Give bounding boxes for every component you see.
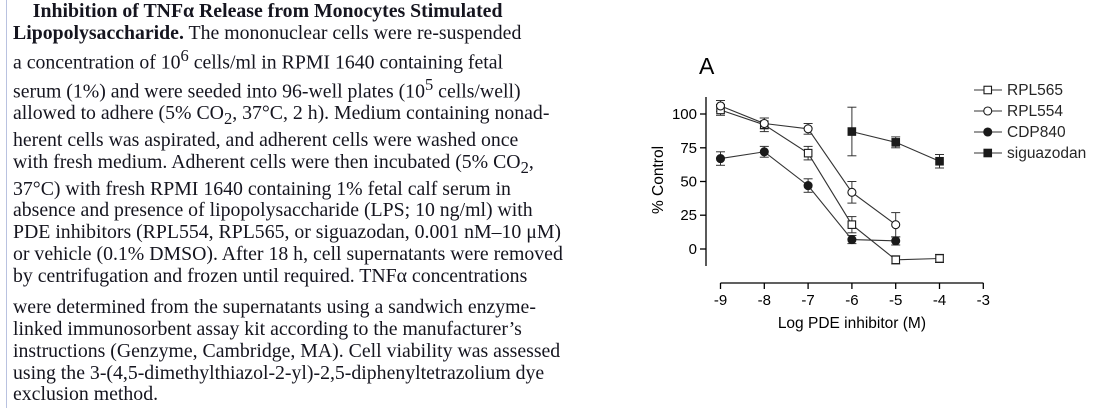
svg-text:-4: -4: [933, 292, 946, 309]
svg-text:-3: -3: [977, 292, 990, 309]
svg-text:RPL554: RPL554: [1007, 103, 1063, 120]
svg-text:-9: -9: [714, 292, 727, 309]
svg-text:100: 100: [672, 106, 697, 123]
svg-text:siguazodan: siguazodan: [1007, 145, 1086, 162]
svg-text:RPL565: RPL565: [1007, 82, 1063, 99]
svg-text:75: 75: [680, 140, 697, 157]
svg-text:-8: -8: [758, 292, 771, 309]
svg-text:50: 50: [680, 174, 697, 191]
svg-text:-7: -7: [801, 292, 814, 309]
svg-text:25: 25: [680, 207, 697, 224]
svg-text:A: A: [699, 53, 715, 79]
svg-text:-6: -6: [845, 292, 858, 309]
svg-text:-5: -5: [889, 292, 902, 309]
svg-text:CDP840: CDP840: [1007, 124, 1066, 141]
svg-text:% Control: % Control: [650, 146, 667, 214]
svg-text:0: 0: [689, 241, 697, 258]
svg-text:Log PDE inhibitor (M): Log PDE inhibitor (M): [778, 315, 926, 332]
